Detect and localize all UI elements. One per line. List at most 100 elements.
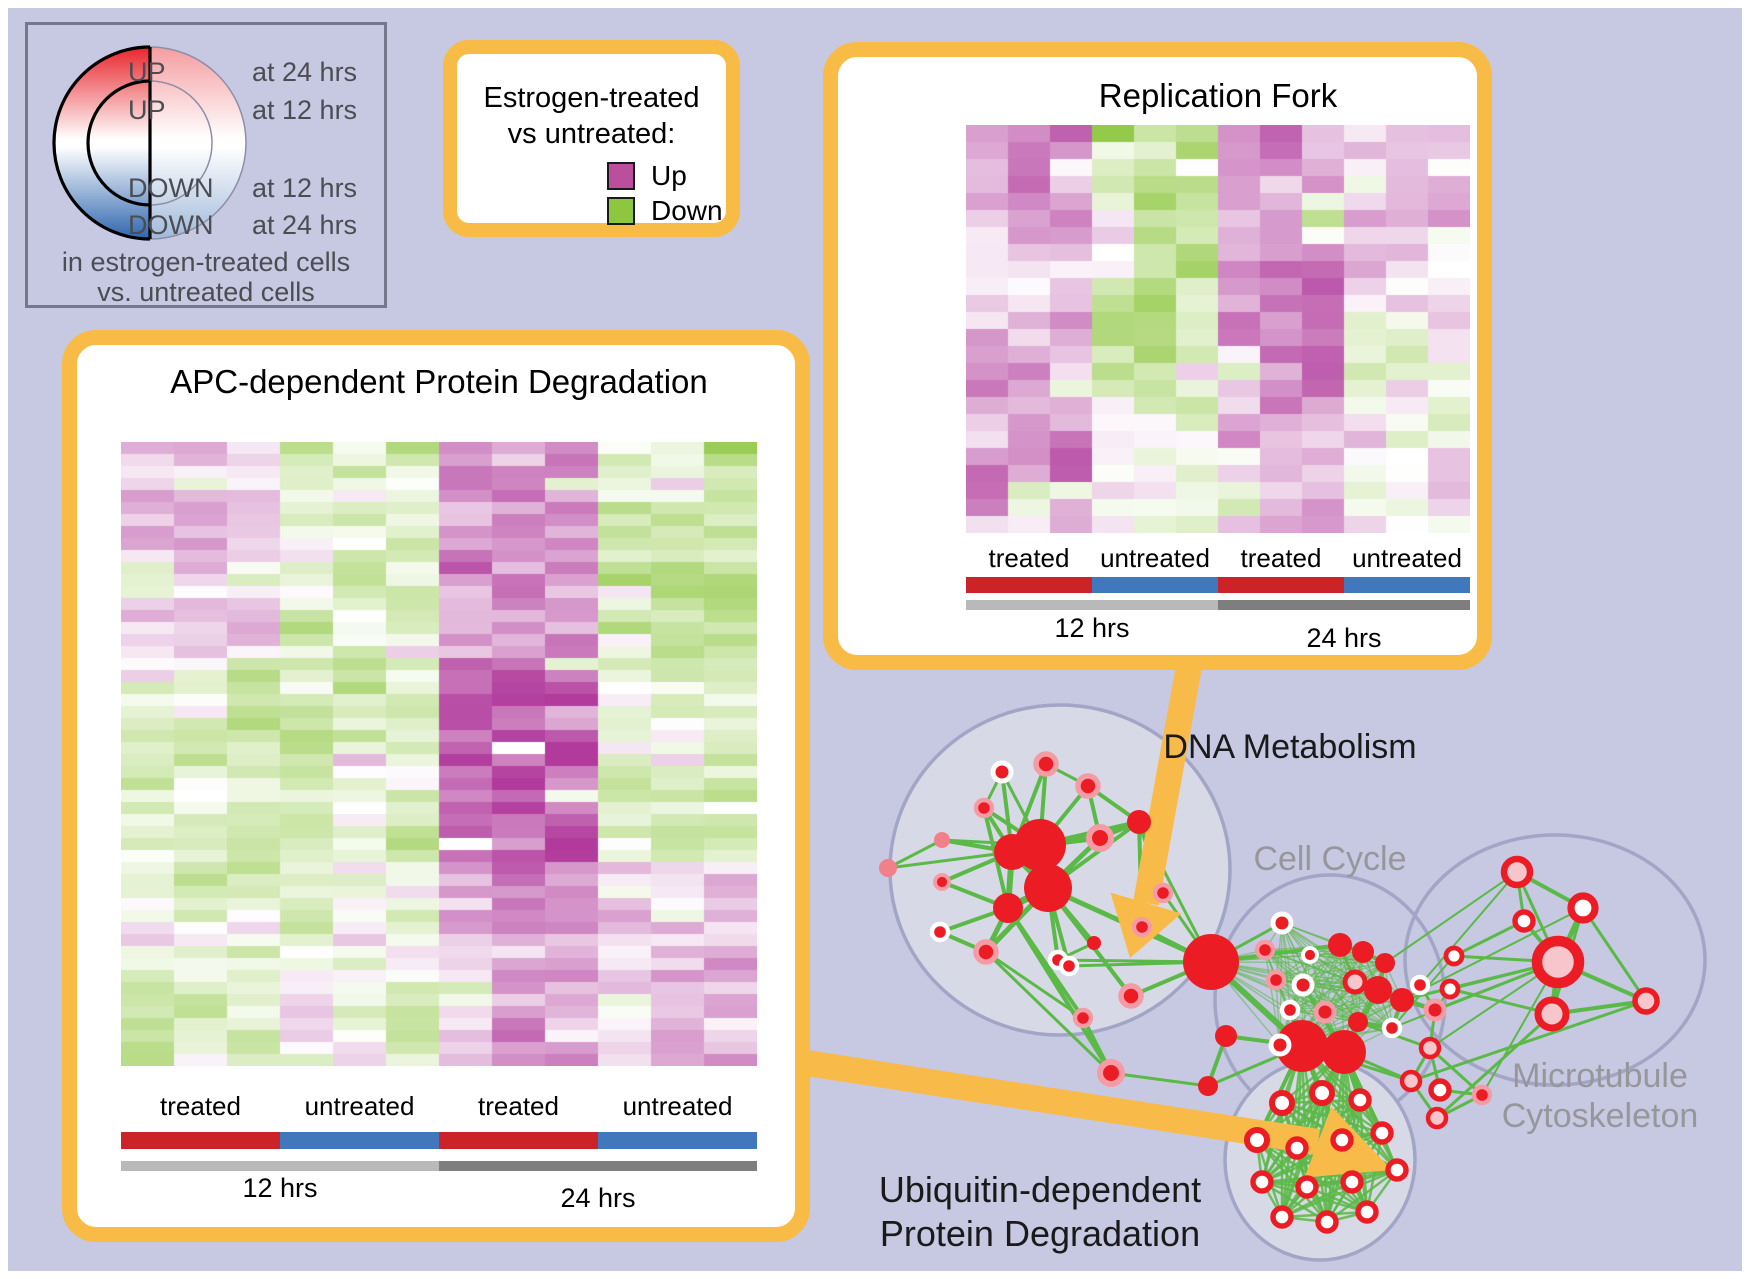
cluster-label-line: Ubiquitin-dependent	[878, 1169, 1202, 1210]
condition-label: untreated	[304, 1091, 415, 1121]
network-node	[1301, 946, 1319, 964]
time24-bar	[439, 1161, 757, 1171]
network-node	[1632, 987, 1660, 1015]
network-node	[1313, 1000, 1337, 1024]
network-node	[1285, 1136, 1309, 1160]
network-node	[1348, 1088, 1372, 1112]
network-node	[1183, 934, 1239, 990]
network-edge	[1289, 989, 1379, 1011]
network-node	[1567, 892, 1599, 924]
network-node	[1269, 1090, 1295, 1116]
treated-bar	[966, 577, 1092, 593]
network-edge	[1324, 999, 1403, 1013]
time-label-12hrs: 12 hrs	[1054, 613, 1130, 643]
cluster-label-line: Protein Degradation	[879, 1213, 1201, 1254]
panel-title: APC-dependent Protein Degradation	[170, 363, 708, 400]
ring-legend-glyph	[52, 45, 247, 241]
network-node	[1254, 939, 1276, 961]
network-node	[1385, 1158, 1409, 1182]
condition-label: untreated	[1100, 543, 1210, 573]
annotation-arrow-shaft	[798, 1049, 1320, 1155]
network-node	[1348, 1012, 1368, 1032]
network-node	[1058, 955, 1080, 977]
estrogen-legend-title-line2: vs untreated:	[507, 118, 676, 150]
network-edge	[1261, 1168, 1398, 1184]
network-edge	[1326, 1168, 1398, 1224]
network-node	[1268, 1033, 1292, 1057]
network-edge	[1428, 1046, 1484, 1097]
network-node	[1085, 823, 1115, 853]
network-node	[1033, 751, 1059, 777]
network-node	[1534, 996, 1570, 1032]
ring-row-time: at 24 hrs	[252, 57, 358, 87]
condition-labels: treated untreated treated untreated	[121, 1091, 757, 1122]
network-node	[1215, 1025, 1237, 1047]
network-edge	[1264, 949, 1281, 1046]
network-node	[1075, 773, 1101, 799]
network-node	[1355, 1200, 1379, 1224]
ring-row-word: UP	[128, 95, 166, 125]
network-node	[1352, 941, 1374, 963]
network-node	[1279, 999, 1301, 1021]
untreated-bar	[598, 1132, 757, 1149]
outer-left-arc	[52, 45, 151, 241]
network-node	[1250, 1170, 1274, 1194]
ring-row-word: DOWN	[128, 210, 214, 240]
network-node	[1265, 969, 1287, 991]
network-edge	[1275, 951, 1364, 981]
condition-label: untreated	[622, 1091, 733, 1121]
cluster-ellipse-micro	[1403, 833, 1707, 1087]
legend-item-label: Up	[651, 160, 687, 191]
time12-bar	[121, 1161, 439, 1171]
network-edge	[1275, 979, 1359, 1023]
cluster-label-ubiquitin-degradation: Ubiquitin-dependent Protein Degradation	[850, 1168, 1230, 1256]
network-node	[1364, 976, 1392, 1004]
ring-row-word: DOWN	[128, 173, 214, 203]
network-edge	[887, 838, 943, 870]
network-node	[1342, 969, 1368, 995]
legend-item-label: Down	[651, 195, 723, 226]
network-node	[1152, 882, 1174, 904]
network-node	[1244, 1127, 1270, 1153]
condition-label: treated	[988, 543, 1070, 573]
network-node	[990, 760, 1014, 784]
estrogen-legend-box: Estrogen-treated vs untreated: Up Down	[443, 40, 740, 237]
ring-row-time: at 12 hrs	[252, 173, 358, 203]
network-node	[1409, 974, 1431, 996]
legend-item-down: Down	[607, 195, 723, 227]
time-label-12hrs: 12 hrs	[242, 1173, 318, 1203]
untreated-bar	[280, 1132, 439, 1149]
inner-left-arc	[86, 79, 151, 207]
network-node	[1276, 1020, 1328, 1072]
ring-row-time: at 24 hrs	[252, 210, 358, 240]
network-node	[1072, 1007, 1094, 1029]
network-node	[1291, 973, 1315, 997]
network-edge	[1321, 1092, 1398, 1171]
network-node	[1512, 909, 1536, 933]
time-color-bar	[966, 600, 1470, 610]
condition-label: treated	[478, 1091, 559, 1121]
network-node	[1531, 935, 1585, 989]
network-node	[994, 834, 1030, 870]
network-node	[1428, 1078, 1452, 1102]
network-node	[973, 939, 999, 965]
network-edge	[1309, 954, 1386, 964]
condition-color-bar	[966, 577, 1470, 593]
network-node	[1381, 1017, 1403, 1039]
treated-bar	[121, 1132, 280, 1149]
network-edge	[1275, 962, 1386, 981]
cluster-label-line: Microtubule	[1512, 1057, 1688, 1095]
treated-bar	[439, 1132, 598, 1149]
network-node	[1471, 1084, 1493, 1106]
network-node	[1425, 1106, 1449, 1130]
network-node	[1127, 810, 1151, 834]
cluster-label-line: Cytoskeleton	[1501, 1097, 1699, 1135]
time24-bar	[1218, 600, 1470, 610]
network-edge	[1110, 1071, 1209, 1088]
network-node	[879, 859, 897, 877]
cluster-label-dna-metabolism: DNA Metabolism	[1163, 728, 1417, 766]
network-edge	[1281, 1168, 1398, 1219]
replication-fork-heatmap	[966, 125, 1470, 533]
ring-row-time: at 12 hrs	[252, 95, 358, 125]
